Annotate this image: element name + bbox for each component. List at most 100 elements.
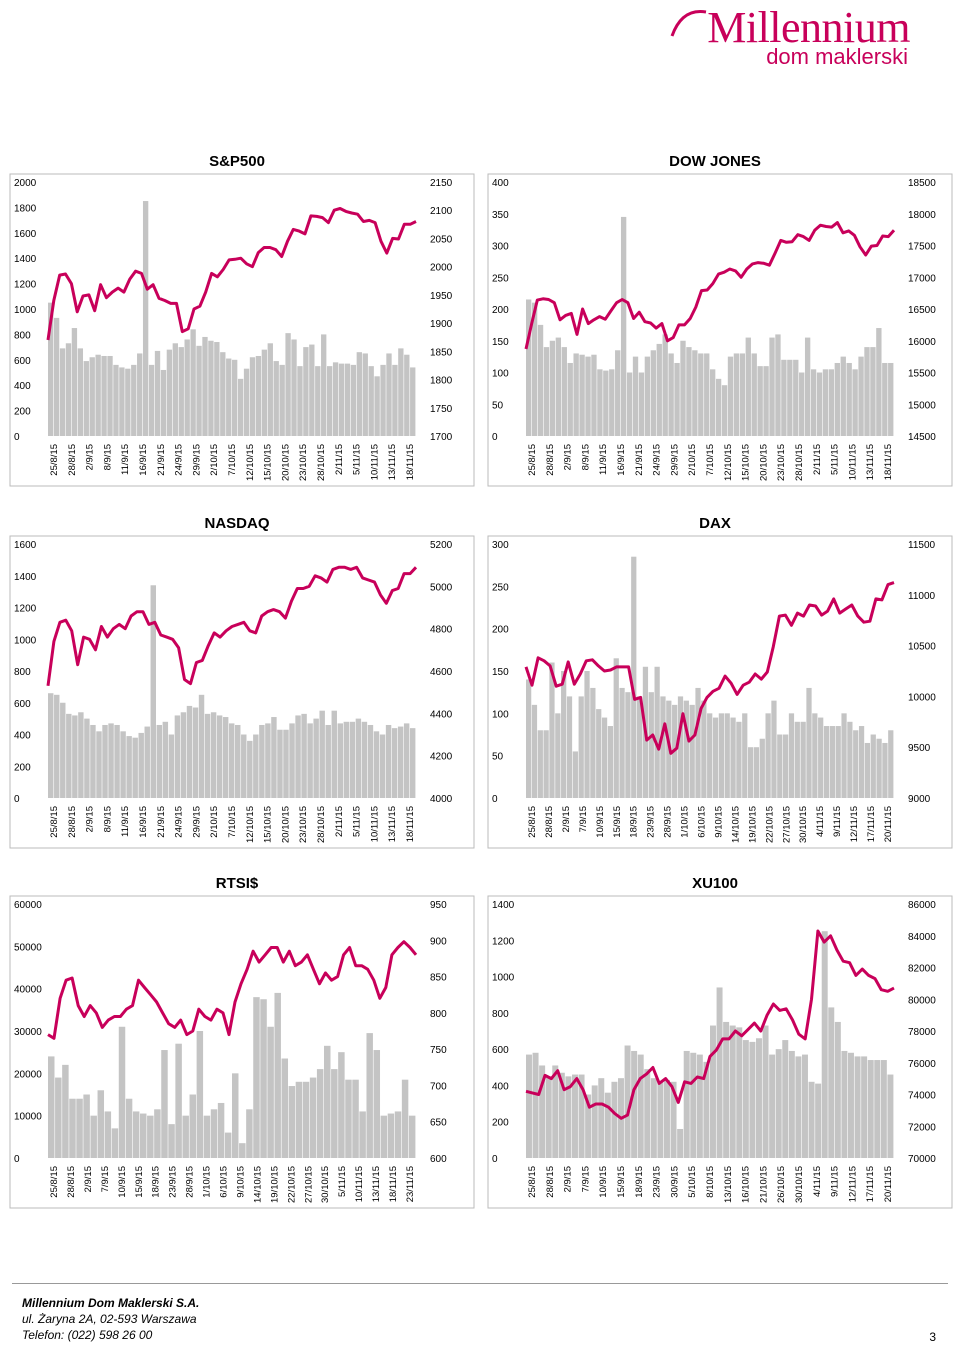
volume-bar <box>707 713 713 798</box>
volume-bar <box>718 713 725 798</box>
page-footer: Millennium Dom Maklerski S.A. ul. Żaryna… <box>12 1283 948 1364</box>
volume-bar <box>828 369 835 436</box>
right-tick-label: 600 <box>430 1154 447 1165</box>
x-tick-label: 11/9/15 <box>120 444 131 475</box>
chart-svg: XU100 0 200 400 600 800 1000 1200 1400 70000 72000… <box>487 875 953 1209</box>
x-tick-label: 30/10/15 <box>320 1166 331 1203</box>
volume-bar <box>715 378 722 436</box>
x-tick-label: 25/8/15 <box>49 1166 60 1198</box>
x-tick-label: 6/10/15 <box>219 1166 230 1198</box>
volume-bar <box>89 357 95 436</box>
volume-bar <box>338 1052 345 1158</box>
x-tick-label: 18/9/15 <box>629 806 640 838</box>
volume-bar <box>113 364 119 436</box>
volume-bar <box>408 1115 416 1158</box>
x-tick-label: 2/9/15 <box>85 806 96 832</box>
volume-bar <box>261 349 268 436</box>
right-tick-label: 2150 <box>430 178 453 189</box>
x-tick-label: 7/10/15 <box>227 444 238 476</box>
volume-bar <box>196 345 202 436</box>
volume-bar <box>142 201 149 436</box>
x-tick-label: 23/9/15 <box>646 806 657 838</box>
chart-title: RTSI$ <box>216 875 259 892</box>
chart-svg: DAX 0 50 100 150 200 250 300 9000 9500 10000 10500 1… <box>487 515 953 849</box>
right-tick-label: 4800 <box>430 625 453 636</box>
x-tick-label: 14/10/15 <box>730 806 741 843</box>
volume-bar <box>572 1074 578 1158</box>
x-tick-label: 21/9/15 <box>156 806 167 838</box>
left-tick-label: 1000 <box>492 973 515 984</box>
volume-bar <box>102 724 108 798</box>
x-tick-label: 2/9/15 <box>561 806 572 832</box>
volume-bar <box>253 734 259 798</box>
right-tick-label: 82000 <box>908 964 936 975</box>
volume-bar <box>138 732 144 798</box>
volume-bar <box>816 372 823 436</box>
x-tick-label: 18/11/15 <box>388 1166 399 1202</box>
volume-bar <box>543 730 549 798</box>
x-tick-label: 8/10/15 <box>705 1166 716 1198</box>
volume-bar <box>224 1132 232 1158</box>
index-line <box>525 929 895 1120</box>
volume-bar <box>55 1077 62 1158</box>
x-tick-label: 7/10/15 <box>227 806 238 838</box>
right-tick-label: 800 <box>430 1009 447 1020</box>
volume-bar <box>846 362 852 436</box>
left-tick-label: 1200 <box>14 604 37 615</box>
page-number: 3 <box>929 1330 936 1344</box>
volume-bar <box>62 1064 69 1158</box>
x-tick-label: 20/10/15 <box>758 444 769 481</box>
x-tick-label: 15/10/15 <box>741 444 752 481</box>
volume-bar <box>632 356 639 436</box>
volume-bar <box>267 1026 274 1158</box>
x-tick-label: 18/9/15 <box>151 1166 162 1198</box>
volume-bar <box>307 723 313 798</box>
chart-frame <box>9 173 475 487</box>
volume-bar <box>160 369 167 436</box>
volume-bar <box>601 717 608 798</box>
x-tick-label: 15/9/15 <box>134 1166 145 1198</box>
volume-bar <box>759 738 765 798</box>
left-tick-label: 300 <box>492 540 509 551</box>
volume-bar <box>579 354 585 436</box>
volume-bar <box>190 329 196 436</box>
volume-bar <box>598 1078 605 1158</box>
volume-bar <box>271 717 277 798</box>
volume-bar <box>742 1040 749 1158</box>
volume-bar <box>753 747 760 798</box>
volume-bar <box>289 723 295 798</box>
volume-bar <box>657 1081 664 1158</box>
x-tick-label: 11/9/15 <box>598 444 609 475</box>
volume-bar <box>834 362 840 436</box>
x-tick-label: 1/10/15 <box>680 806 691 838</box>
volume-bar <box>285 333 291 436</box>
right-tick-label: 9000 <box>908 794 931 805</box>
right-tick-label: 750 <box>430 1045 447 1056</box>
volume-bar <box>815 1083 822 1158</box>
volume-bar <box>782 1040 789 1158</box>
x-tick-label: 2/10/15 <box>687 444 698 476</box>
volume-bar <box>202 336 208 436</box>
right-tick-label: 15000 <box>908 400 936 411</box>
right-tick-label: 15500 <box>908 369 936 380</box>
volume-bar <box>704 353 710 436</box>
volume-bar <box>309 1077 317 1158</box>
volume-bar <box>821 931 828 1158</box>
volume-bar <box>775 334 781 436</box>
volume-bar <box>561 671 567 798</box>
left-tick-label: 0 <box>14 794 20 805</box>
volume-bar <box>178 347 184 436</box>
x-tick-label: 13/11/15 <box>865 444 876 480</box>
volume-bar <box>373 1050 381 1158</box>
left-tick-label: 250 <box>492 273 509 284</box>
footer-phone: Telefon: (022) 598 26 00 <box>22 1328 153 1342</box>
x-tick-label: 2/9/15 <box>563 444 574 470</box>
x-tick-label: 20/10/15 <box>280 806 291 843</box>
x-tick-label: 29/9/15 <box>191 444 202 476</box>
volume-bar <box>319 710 325 798</box>
x-tick-label: 25/8/15 <box>49 444 60 476</box>
x-tick-label: 27/10/15 <box>781 806 792 843</box>
volume-bar <box>247 740 253 798</box>
x-tick-label: 17/11/15 <box>865 1166 876 1202</box>
volume-bar <box>751 353 757 436</box>
